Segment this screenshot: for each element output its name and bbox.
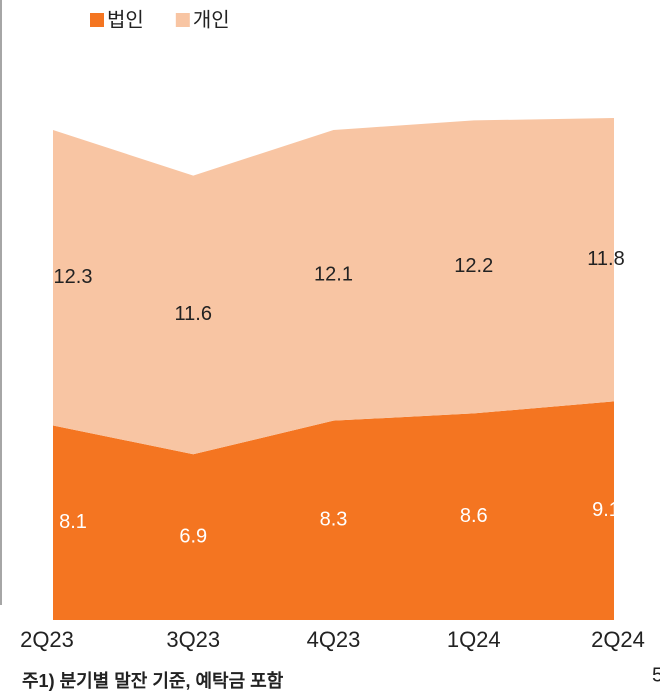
data-label: 12.2: [454, 255, 493, 277]
footnote: 주1) 분기별 말잔 기준, 예탁금 포함: [22, 670, 284, 691]
data-label: 6.9: [179, 525, 207, 547]
plot-area: [53, 118, 614, 620]
x-tick-label: 3Q23: [166, 627, 220, 652]
data-label: 8.6: [460, 505, 488, 527]
page-number: 5: [652, 664, 660, 686]
legend-label: 법인: [107, 8, 144, 31]
area: [53, 401, 614, 620]
x-tick-label: 1Q24: [447, 627, 501, 652]
data-label: 8.1: [59, 511, 87, 533]
data-label: 9.1: [592, 499, 620, 521]
legend-label: 개인: [193, 8, 230, 31]
legend-swatch: [175, 13, 190, 27]
x-tick-label: 2Q23: [20, 627, 74, 652]
area: [53, 118, 614, 455]
x-tick-label: 4Q23: [307, 627, 361, 652]
data-label: 11.8: [587, 248, 624, 270]
data-label: 8.3: [320, 509, 348, 531]
data-label: 12.3: [54, 266, 93, 288]
x-tick-label: 2Q24: [591, 627, 645, 652]
legend-swatch: [90, 13, 104, 27]
data-label: 12.1: [314, 264, 353, 286]
data-label: 11.6: [175, 303, 212, 325]
